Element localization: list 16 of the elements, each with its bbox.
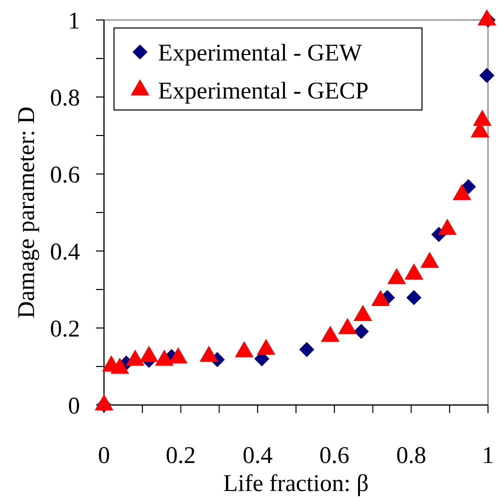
- x-tick-label: 0.4: [242, 443, 273, 469]
- x-tick-label: 0.2: [166, 443, 196, 469]
- x-tick-label: 0.6: [319, 443, 350, 469]
- y-axis-title: Damage parameter: D: [14, 106, 40, 318]
- x-tick-label: 1: [482, 443, 494, 469]
- y-tick-label: 0.2: [50, 316, 80, 342]
- legend-label: Experimental - GECP: [158, 78, 369, 104]
- legend-label: Experimental - GEW: [158, 40, 362, 66]
- y-tick-label: 0.4: [50, 239, 80, 266]
- y-tick-label: 0: [68, 393, 80, 420]
- y-tick-label: 0.8: [50, 85, 80, 112]
- x-tick-label: 0: [98, 443, 110, 469]
- y-tick-label: 0.6: [50, 162, 80, 188]
- x-axis-title: Life fraction: β: [223, 471, 369, 497]
- y-tick-label: 1: [68, 8, 80, 34]
- x-tick-label: 0.8: [396, 443, 426, 469]
